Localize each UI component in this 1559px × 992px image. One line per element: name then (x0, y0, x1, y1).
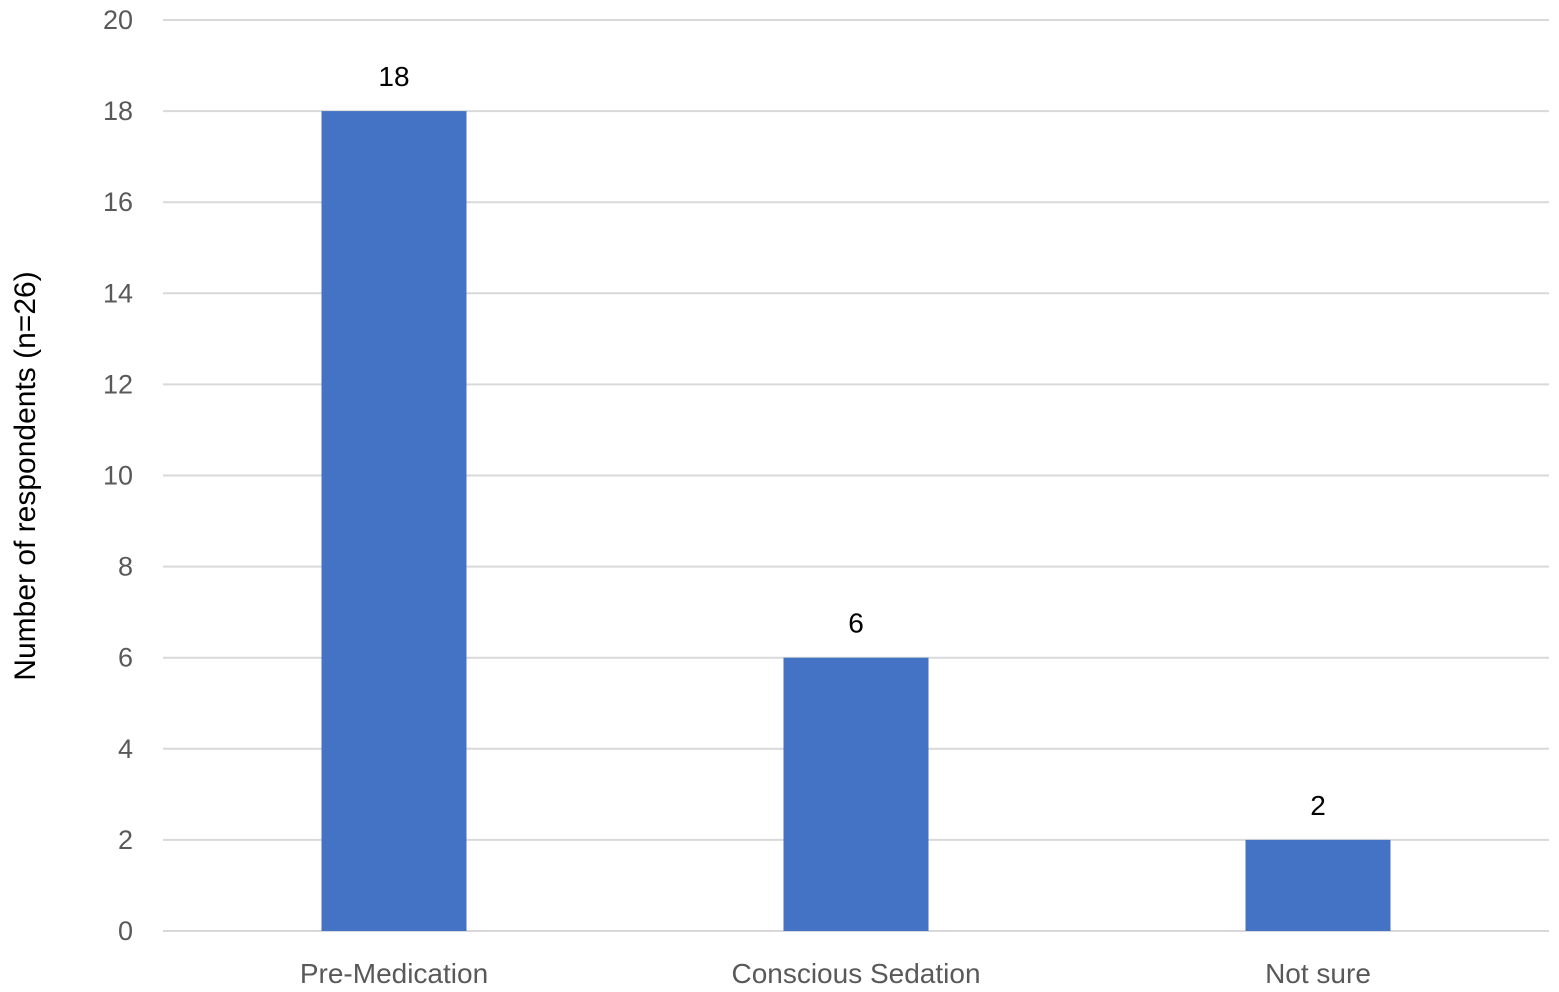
category-labels: Pre-Medication Conscious Sedation Not sure (300, 958, 1371, 989)
y-tick-label: 2 (118, 825, 133, 855)
x-category-label: Pre-Medication (300, 958, 488, 989)
data-label: 6 (848, 608, 864, 639)
y-tick-label: 12 (103, 369, 133, 399)
y-tick-label: 16 (103, 187, 133, 217)
y-tick-label: 8 (118, 552, 133, 582)
y-axis-title: Number of respondents (n=26) (9, 271, 42, 680)
x-category-label: Not sure (1265, 958, 1371, 989)
data-label: 18 (378, 61, 409, 92)
bar (1245, 839, 1391, 931)
y-tick-label: 6 (118, 643, 133, 673)
y-tick-label: 0 (118, 916, 133, 946)
y-tick-label: 18 (103, 96, 133, 126)
y-tick-label: 10 (103, 461, 133, 491)
y-tick-labels: 0 2 4 6 8 10 12 14 16 18 20 (103, 5, 133, 946)
bar (783, 657, 929, 931)
bar (321, 111, 467, 932)
data-label: 2 (1310, 790, 1326, 821)
x-category-label: Conscious Sedation (731, 958, 980, 989)
y-tick-label: 4 (118, 734, 133, 764)
bars (321, 111, 1391, 932)
y-tick-label: 20 (103, 5, 133, 35)
y-tick-label: 14 (103, 278, 133, 308)
